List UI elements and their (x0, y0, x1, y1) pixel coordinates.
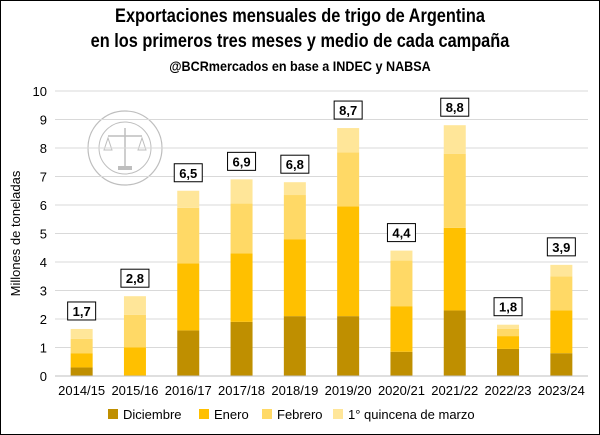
bar-segment (550, 276, 573, 311)
legend-label: Enero (214, 407, 249, 422)
y-tick-label: 0 (40, 369, 47, 384)
total-label-box (546, 237, 576, 257)
bar-segment (230, 179, 253, 204)
chart-title: Exportaciones mensuales de trigo de Arge… (115, 6, 485, 27)
bar-segment (550, 353, 573, 376)
legend-label: Febrero (277, 407, 323, 422)
x-tick-label: 2017/18 (218, 383, 265, 398)
bar-segment (230, 203, 253, 254)
chart-subtitle: en los primeros tres meses y medio de ca… (90, 31, 510, 52)
total-label-box (67, 301, 97, 321)
bar-segment (177, 190, 200, 208)
bar-segment (123, 347, 146, 376)
bar-segment (443, 310, 466, 376)
bar-segment (390, 260, 413, 307)
total-label-box (333, 100, 363, 120)
total-label-box (440, 97, 470, 117)
x-tick-label: 2018/19 (271, 383, 318, 398)
axes-layer: 0 1 2 3 4 5 6 7 8 9 10 Millones de toneladas 2014/15… (8, 84, 588, 398)
bar-segment (497, 324, 520, 329)
y-tick-label: 7 (40, 170, 47, 185)
bar-segment (443, 227, 466, 311)
bar-segment (443, 153, 466, 228)
y-tick-label: 2 (40, 312, 47, 327)
x-tick-label: 2015/16 (111, 383, 158, 398)
legend-label: 1° quincena de marzo (348, 407, 475, 422)
total-label-box (386, 223, 416, 243)
bar-segment (337, 206, 360, 317)
bar-segment (283, 195, 306, 240)
total-label: 6,8 (286, 157, 304, 172)
bar-segment (550, 310, 573, 354)
total-label: 1,7 (73, 304, 91, 319)
y-tick-label: 10 (33, 84, 47, 99)
bar-segment (283, 182, 306, 196)
total-label: 4,4 (392, 226, 411, 241)
total-label: 8,8 (446, 100, 464, 115)
bar-segment (123, 296, 146, 315)
legend-swatch (262, 409, 272, 419)
total-label: 2,8 (126, 271, 144, 286)
total-labels-layer: 1,7 2,8 6,5 6,9 6,8 8,7 4,4 8,8 1,8 3,9 (67, 97, 576, 321)
y-tick-label: 5 (40, 227, 47, 242)
y-tick-label: 9 (40, 113, 47, 128)
bar-segment (390, 306, 413, 352)
x-tick-label: 2021/22 (431, 383, 478, 398)
x-tick-label: 2019/20 (325, 383, 372, 398)
x-tick-label: 2020/21 (378, 383, 425, 398)
bar-segment (283, 316, 306, 376)
x-tick-label: 2016/17 (165, 383, 212, 398)
bars-layer (70, 125, 573, 376)
bar-segment (70, 353, 93, 368)
bar-segment (337, 316, 360, 376)
total-label-box (227, 151, 257, 171)
y-tick-label: 6 (40, 198, 47, 213)
bar-segment (390, 250, 413, 261)
y-axis-label: Millones de toneladas (8, 170, 23, 296)
total-label: 1,8 (499, 300, 517, 315)
total-label: 8,7 (339, 103, 357, 118)
total-label: 3,9 (552, 240, 570, 255)
total-label: 6,5 (179, 166, 197, 181)
x-tick-label: 2023/24 (538, 383, 585, 398)
bar-segment (70, 367, 93, 376)
y-tick-label: 8 (40, 141, 47, 156)
bar-segment (283, 239, 306, 317)
bar-segment (550, 264, 573, 277)
bar-segment (177, 263, 200, 331)
total-label-box (120, 268, 150, 288)
total-label-box (493, 297, 523, 317)
bar-segment (230, 321, 253, 376)
y-tick-label: 1 (40, 341, 47, 356)
total-label-box (280, 154, 310, 174)
legend-swatch (199, 409, 209, 419)
bar-segment (337, 128, 360, 153)
bar-segment (497, 328, 520, 337)
chart-source: @BCRmercados en base a INDEC y NABSA (169, 58, 431, 74)
bar-segment (230, 253, 253, 322)
bar-segment (177, 207, 200, 264)
x-tick-label: 2014/15 (58, 383, 105, 398)
legend-label: Diciembre (123, 407, 182, 422)
total-label-box (173, 163, 203, 183)
bar-segment (443, 125, 466, 154)
bar-segment (123, 314, 146, 348)
legend-swatch (108, 409, 118, 419)
bar-segment (70, 328, 93, 339)
bar-segment (497, 336, 520, 349)
legend: Diciembre Enero Febrero 1° quincena de marz… (108, 407, 475, 422)
y-tick-label: 3 (40, 284, 47, 299)
y-tick-label: 4 (40, 255, 47, 270)
bar-segment (390, 351, 413, 376)
bar-segment (177, 330, 200, 376)
bar-segment (337, 152, 360, 207)
total-label: 6,9 (233, 154, 251, 169)
bar-segment (497, 348, 520, 376)
legend-swatch (333, 409, 343, 419)
bar-segment (70, 338, 93, 354)
x-tick-label: 2022/23 (485, 383, 532, 398)
